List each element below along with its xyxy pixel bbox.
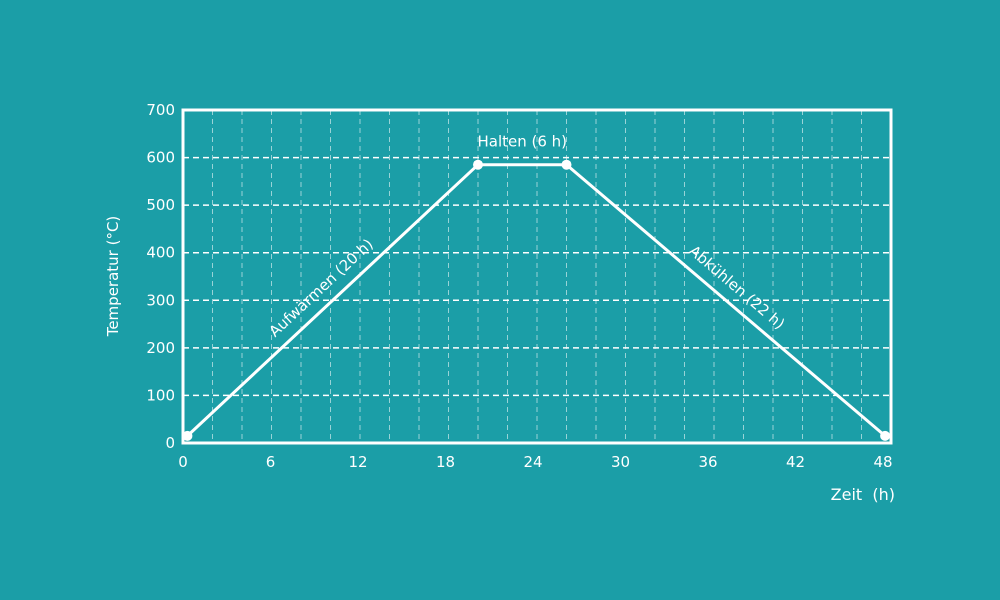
- x-tick-label: 42: [786, 453, 805, 471]
- y-axis-ticks: 0 100 200 300 400 500 600 700: [146, 101, 175, 452]
- x-tick-label: 36: [698, 453, 717, 471]
- y-tick-label: 0: [165, 434, 175, 452]
- x-tick-label: 48: [873, 453, 892, 471]
- x-tick-label: 24: [523, 453, 542, 471]
- y-tick-label: 500: [146, 196, 175, 214]
- y-tick-label: 400: [146, 244, 175, 262]
- data-point: [473, 159, 483, 170]
- plot-frame: [181, 108, 893, 445]
- x-tick-label: 18: [436, 453, 455, 471]
- y-tick-label: 300: [146, 291, 175, 309]
- annotation-holding: Halten (6 h): [477, 133, 567, 151]
- y-tick-label: 200: [146, 339, 175, 357]
- data-point: [182, 430, 193, 441]
- x-tick-label: 6: [266, 453, 276, 471]
- annotation-heating: Aufwärmen (20 h): [265, 235, 376, 340]
- x-axis-ticks: 0 6 12 18 24 30 36 42 48: [178, 453, 892, 471]
- series-line: [186, 163, 887, 438]
- series: [182, 159, 891, 441]
- grid: [183, 110, 891, 443]
- y-tick-label: 100: [146, 386, 175, 404]
- data-point: [561, 159, 572, 170]
- x-tick-label: 30: [611, 453, 630, 471]
- x-tick-label: 12: [348, 453, 367, 471]
- x-tick-label: 0: [178, 453, 188, 471]
- y-axis-label: Temperatur (°C): [104, 216, 122, 338]
- data-point: [880, 430, 891, 441]
- y-tick-label: 700: [146, 101, 175, 119]
- y-tick-label: 600: [146, 149, 175, 167]
- x-axis-label: Zeit (h): [831, 485, 895, 504]
